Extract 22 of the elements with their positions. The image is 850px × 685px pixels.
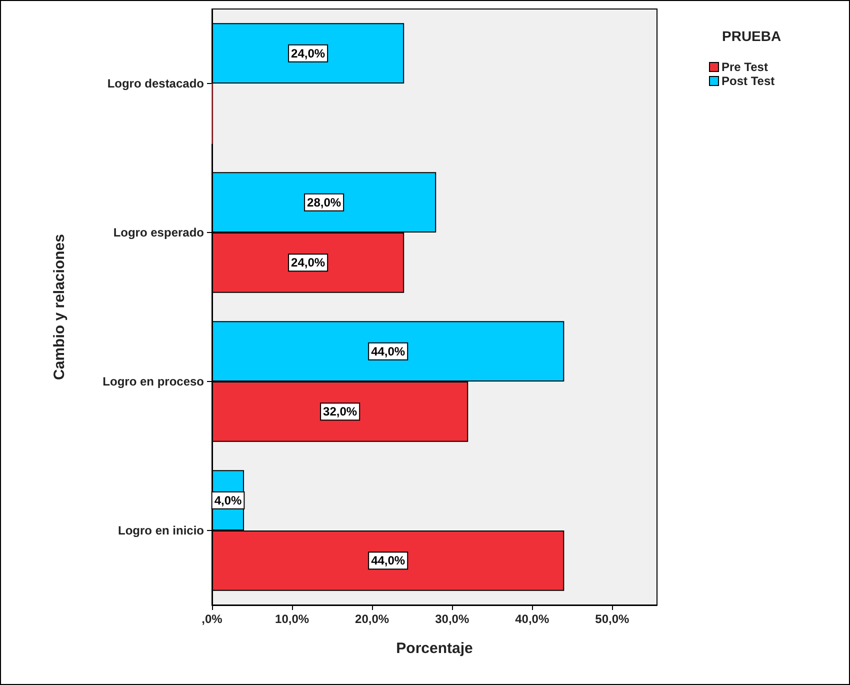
legend-title: PRUEBA — [722, 28, 782, 44]
legend-label: Post Test — [722, 74, 775, 88]
x-tick-label: 10,0% — [275, 612, 310, 626]
x-tick-label: 40,0% — [515, 612, 550, 626]
x-tick-label: 20,0% — [355, 612, 390, 626]
data-label: 24,0% — [291, 256, 326, 270]
x-axis-title: Porcentaje — [396, 640, 473, 657]
x-tick-label: 30,0% — [435, 612, 470, 626]
data-label: 28,0% — [307, 195, 342, 210]
y-tick-label: Logro esperado — [113, 226, 204, 240]
y-tick-label: Logro en inicio — [118, 524, 204, 538]
legend-label: Pre Test — [722, 60, 768, 74]
data-label: 44,0% — [371, 554, 406, 568]
x-tick-label: ,0% — [202, 612, 223, 626]
data-label: 24,0% — [291, 46, 326, 60]
y-axis-title: Cambio y relaciones — [51, 234, 68, 380]
y-tick-label: Logro en proceso — [102, 374, 204, 388]
x-tick-label: 50,0% — [595, 612, 630, 626]
data-label: 32,0% — [323, 404, 358, 419]
data-label: 44,0% — [371, 344, 406, 358]
data-label: 4,0% — [214, 493, 242, 508]
y-tick-label: Logro destacado — [107, 76, 204, 90]
